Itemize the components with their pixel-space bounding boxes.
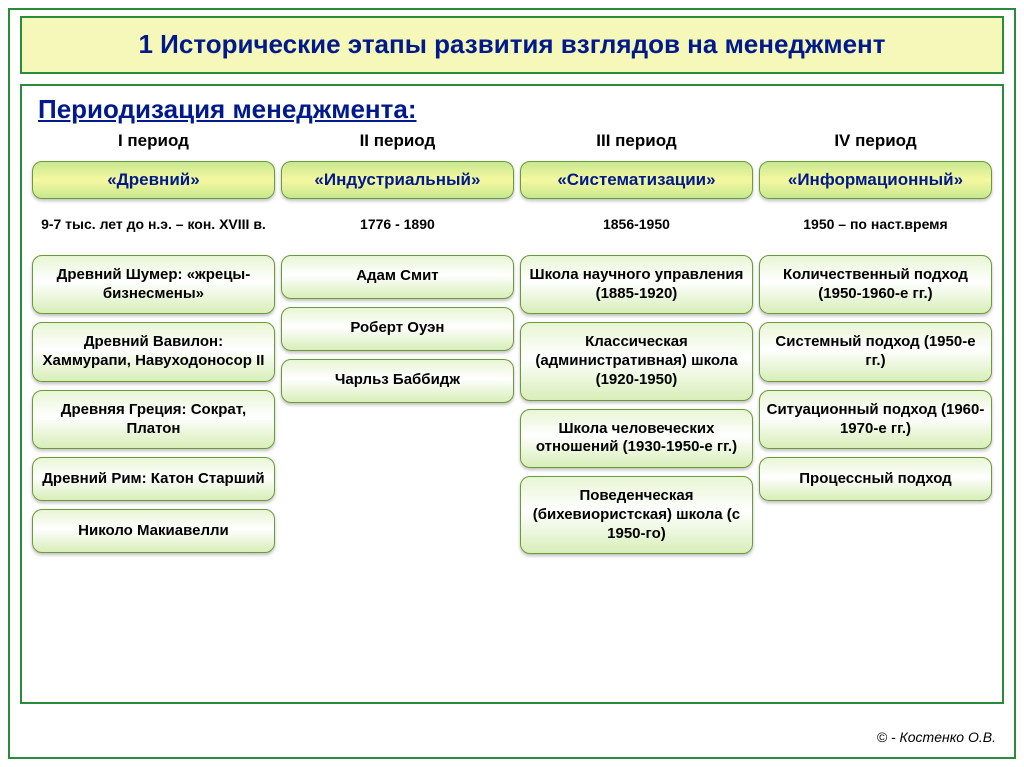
- item-box: Чарльз Баббидж: [281, 359, 514, 403]
- period-name-box: «Древний»: [32, 161, 275, 199]
- subtitle: Периодизация менеджмента:: [38, 94, 992, 125]
- item-box: Древний Шумер: «жрецы-бизнесмены»: [32, 255, 275, 315]
- page-title: 1 Исторические этапы развития взглядов н…: [42, 28, 982, 62]
- period-name-box: «Систематизации»: [520, 161, 753, 199]
- item-box: Поведенческая (бихевиористская) школа (с…: [520, 476, 753, 554]
- item-box: Классическая (административная) школа (1…: [520, 322, 753, 400]
- period-dates: 1950 – по наст.время: [803, 207, 947, 243]
- period-column-3: III период «Систематизации» 1856-1950 Шк…: [520, 131, 753, 555]
- item-box: Школа человеческих отношений (1930-1950-…: [520, 409, 753, 469]
- item-box: Роберт Оуэн: [281, 307, 514, 351]
- item-box: Ситуационный подход (1960-1970-е гг.): [759, 390, 992, 450]
- item-box: Николо Макиавелли: [32, 509, 275, 553]
- period-column-4: IV период «Информационный» 1950 – по нас…: [759, 131, 992, 555]
- item-box: Древняя Греция: Сократ, Платон: [32, 390, 275, 450]
- period-column-2: II период «Индустриальный» 1776 - 1890 А…: [281, 131, 514, 555]
- period-label: II период: [360, 131, 436, 151]
- columns-container: I период «Древний» 9-7 тыс. лет до н.э. …: [32, 131, 992, 555]
- period-label: III период: [596, 131, 676, 151]
- period-label: IV период: [834, 131, 916, 151]
- period-dates: 1776 - 1890: [360, 207, 435, 243]
- period-name-box: «Индустриальный»: [281, 161, 514, 199]
- item-box: Древний Рим: Катон Старший: [32, 457, 275, 501]
- item-box: Адам Смит: [281, 255, 514, 299]
- item-box: Древний Вавилон: Хаммурапи, Навуходоносо…: [32, 322, 275, 382]
- item-box: Количественный подход (1950-1960-е гг.): [759, 255, 992, 315]
- period-dates: 9-7 тыс. лет до н.э. – кон. XVIII в.: [41, 207, 266, 243]
- item-box: Процессный подход: [759, 457, 992, 501]
- outer-frame: 1 Исторические этапы развития взглядов н…: [8, 8, 1016, 759]
- period-dates: 1856-1950: [603, 207, 670, 243]
- period-column-1: I период «Древний» 9-7 тыс. лет до н.э. …: [32, 131, 275, 555]
- item-box: Школа научного управления (1885-1920): [520, 255, 753, 315]
- content-frame: Периодизация менеджмента: I период «Древ…: [20, 84, 1004, 704]
- item-box: Системный подход (1950-е гг.): [759, 322, 992, 382]
- footer-credit: © - Костенко О.В.: [877, 729, 996, 745]
- period-name-box: «Информационный»: [759, 161, 992, 199]
- title-bar: 1 Исторические этапы развития взглядов н…: [20, 16, 1004, 74]
- period-label: I период: [118, 131, 189, 151]
